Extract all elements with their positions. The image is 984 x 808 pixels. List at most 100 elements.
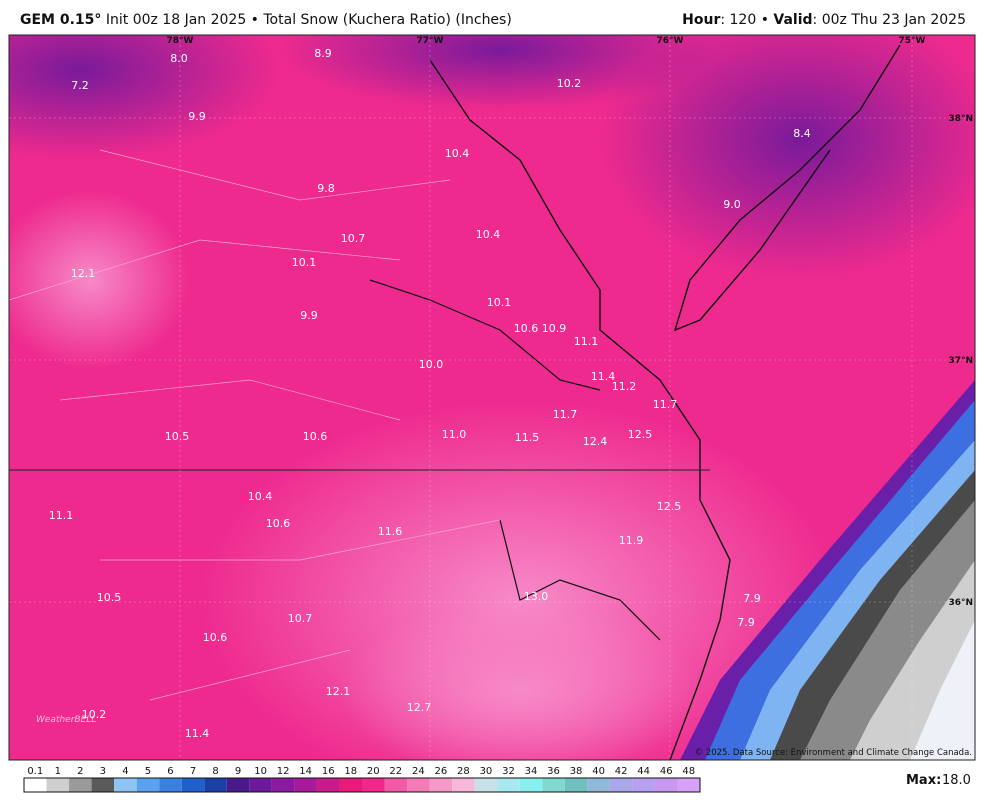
- legend-swatch: [24, 778, 47, 792]
- point-label: 10.6: [514, 322, 539, 335]
- point-label: 7.9: [737, 616, 755, 629]
- legend-label: 18: [344, 766, 357, 777]
- point-label: 9.9: [300, 309, 318, 322]
- legend-label: 14: [299, 766, 312, 777]
- point-label: 10.4: [476, 228, 501, 241]
- legend-swatch: [407, 778, 430, 792]
- point-label: 10.7: [288, 612, 313, 625]
- latitude-label: 38°N: [948, 114, 973, 124]
- max-value: 18.0: [942, 773, 971, 788]
- point-label: 10.7: [341, 232, 366, 245]
- point-label: 10.0: [419, 358, 444, 371]
- point-label: 11.1: [49, 509, 74, 522]
- legend-label: 10: [254, 766, 267, 777]
- point-label: 10.2: [557, 77, 582, 90]
- point-label: 12.1: [71, 267, 96, 280]
- valid-label: Valid: [773, 12, 813, 28]
- point-label: 11.0: [442, 428, 467, 441]
- legend-swatch: [677, 778, 700, 792]
- valid: : 00z Thu 23 Jan 2025: [812, 12, 966, 28]
- legend-swatch: [362, 778, 385, 792]
- legend-swatch: [204, 778, 227, 792]
- legend-swatch: [69, 778, 92, 792]
- legend-label: 38: [570, 766, 583, 777]
- legend-label: 30: [480, 766, 493, 777]
- legend-label: 1: [55, 766, 61, 777]
- legend-label: 4: [122, 766, 128, 777]
- point-label: 11.5: [515, 431, 540, 444]
- legend-label: 40: [592, 766, 605, 777]
- legend-label: 26: [434, 766, 447, 777]
- legend-swatch: [91, 778, 115, 792]
- point-label: 11.7: [553, 408, 578, 421]
- point-label: 8.4: [793, 127, 811, 140]
- point-label: 10.4: [445, 147, 470, 160]
- legend-border: [23, 777, 701, 793]
- point-label: 9.8: [317, 182, 335, 195]
- legend-swatch: [542, 778, 565, 792]
- header-left: GEM 0.15° Init 00z 18 Jan 2025 • Total S…: [20, 12, 512, 28]
- legend-swatch: [136, 778, 160, 792]
- legend-swatch: [294, 778, 317, 792]
- legend-label: 6: [167, 766, 173, 777]
- legend-swatch: [609, 778, 633, 792]
- legend-label: 46: [660, 766, 673, 777]
- longitude-label: 76°W: [657, 36, 684, 46]
- point-label: 13.0: [524, 590, 549, 603]
- point-label: 12.4: [583, 435, 608, 448]
- point-label: 10.6: [203, 631, 228, 644]
- point-label: 11.1: [574, 335, 599, 348]
- point-label: 10.6: [303, 430, 328, 443]
- point-label: 8.0: [170, 52, 188, 65]
- legend-swatch: [316, 778, 340, 792]
- legend-swatch: [429, 778, 453, 792]
- hour-label: Hour: [682, 12, 721, 28]
- longitude-label: 77°W: [417, 36, 444, 46]
- legend-label: 5: [145, 766, 151, 777]
- point-label: 8.9: [314, 47, 332, 60]
- legend-label: 20: [367, 766, 380, 777]
- point-label: 10.5: [97, 591, 122, 604]
- legend-label: 22: [389, 766, 402, 777]
- legend-swatch: [474, 778, 498, 792]
- point-label: 10.5: [165, 430, 190, 443]
- legend-label: 44: [637, 766, 650, 777]
- latitude-label: 36°N: [948, 598, 973, 608]
- point-label: 11.6: [378, 525, 403, 538]
- legend-swatch: [114, 778, 137, 792]
- point-label: 11.2: [612, 380, 637, 393]
- legend-label: 36: [547, 766, 560, 777]
- legend-label: 48: [682, 766, 695, 777]
- legend-label: 8: [212, 766, 218, 777]
- legend-swatch: [339, 778, 362, 792]
- legend-swatch: [226, 778, 250, 792]
- legend-label: 28: [457, 766, 470, 777]
- model: GEM 0.15°: [20, 12, 102, 28]
- credit: © 2025. Data Source: Environment and Cli…: [695, 748, 972, 758]
- legend-swatch: [46, 778, 70, 792]
- legend-swatch: [181, 778, 205, 792]
- point-label: 12.7: [407, 701, 432, 714]
- legend-label: 3: [100, 766, 106, 777]
- legend-label: 9: [235, 766, 241, 777]
- legend-swatch: [587, 778, 610, 792]
- point-label: 11.4: [185, 727, 210, 740]
- legend-label: 42: [615, 766, 628, 777]
- point-label: 7.9: [743, 592, 761, 605]
- legend-label: 16: [322, 766, 335, 777]
- point-label: 10.1: [487, 296, 512, 309]
- legend-swatch: [271, 778, 295, 792]
- point-label: 11.7: [653, 398, 678, 411]
- latitude-label: 37°N: [948, 356, 973, 366]
- point-label: 7.2: [71, 79, 89, 92]
- legend-label: 0.1: [27, 766, 43, 777]
- description: Init 00z 18 Jan 2025 • Total Snow (Kuche…: [105, 12, 512, 28]
- legend-label: 32: [502, 766, 515, 777]
- point-label: 12.1: [326, 685, 351, 698]
- legend-swatch: [249, 778, 272, 792]
- legend-label: 24: [412, 766, 425, 777]
- logo: WeatherBELL: [36, 715, 96, 725]
- legend-label: 34: [525, 766, 538, 777]
